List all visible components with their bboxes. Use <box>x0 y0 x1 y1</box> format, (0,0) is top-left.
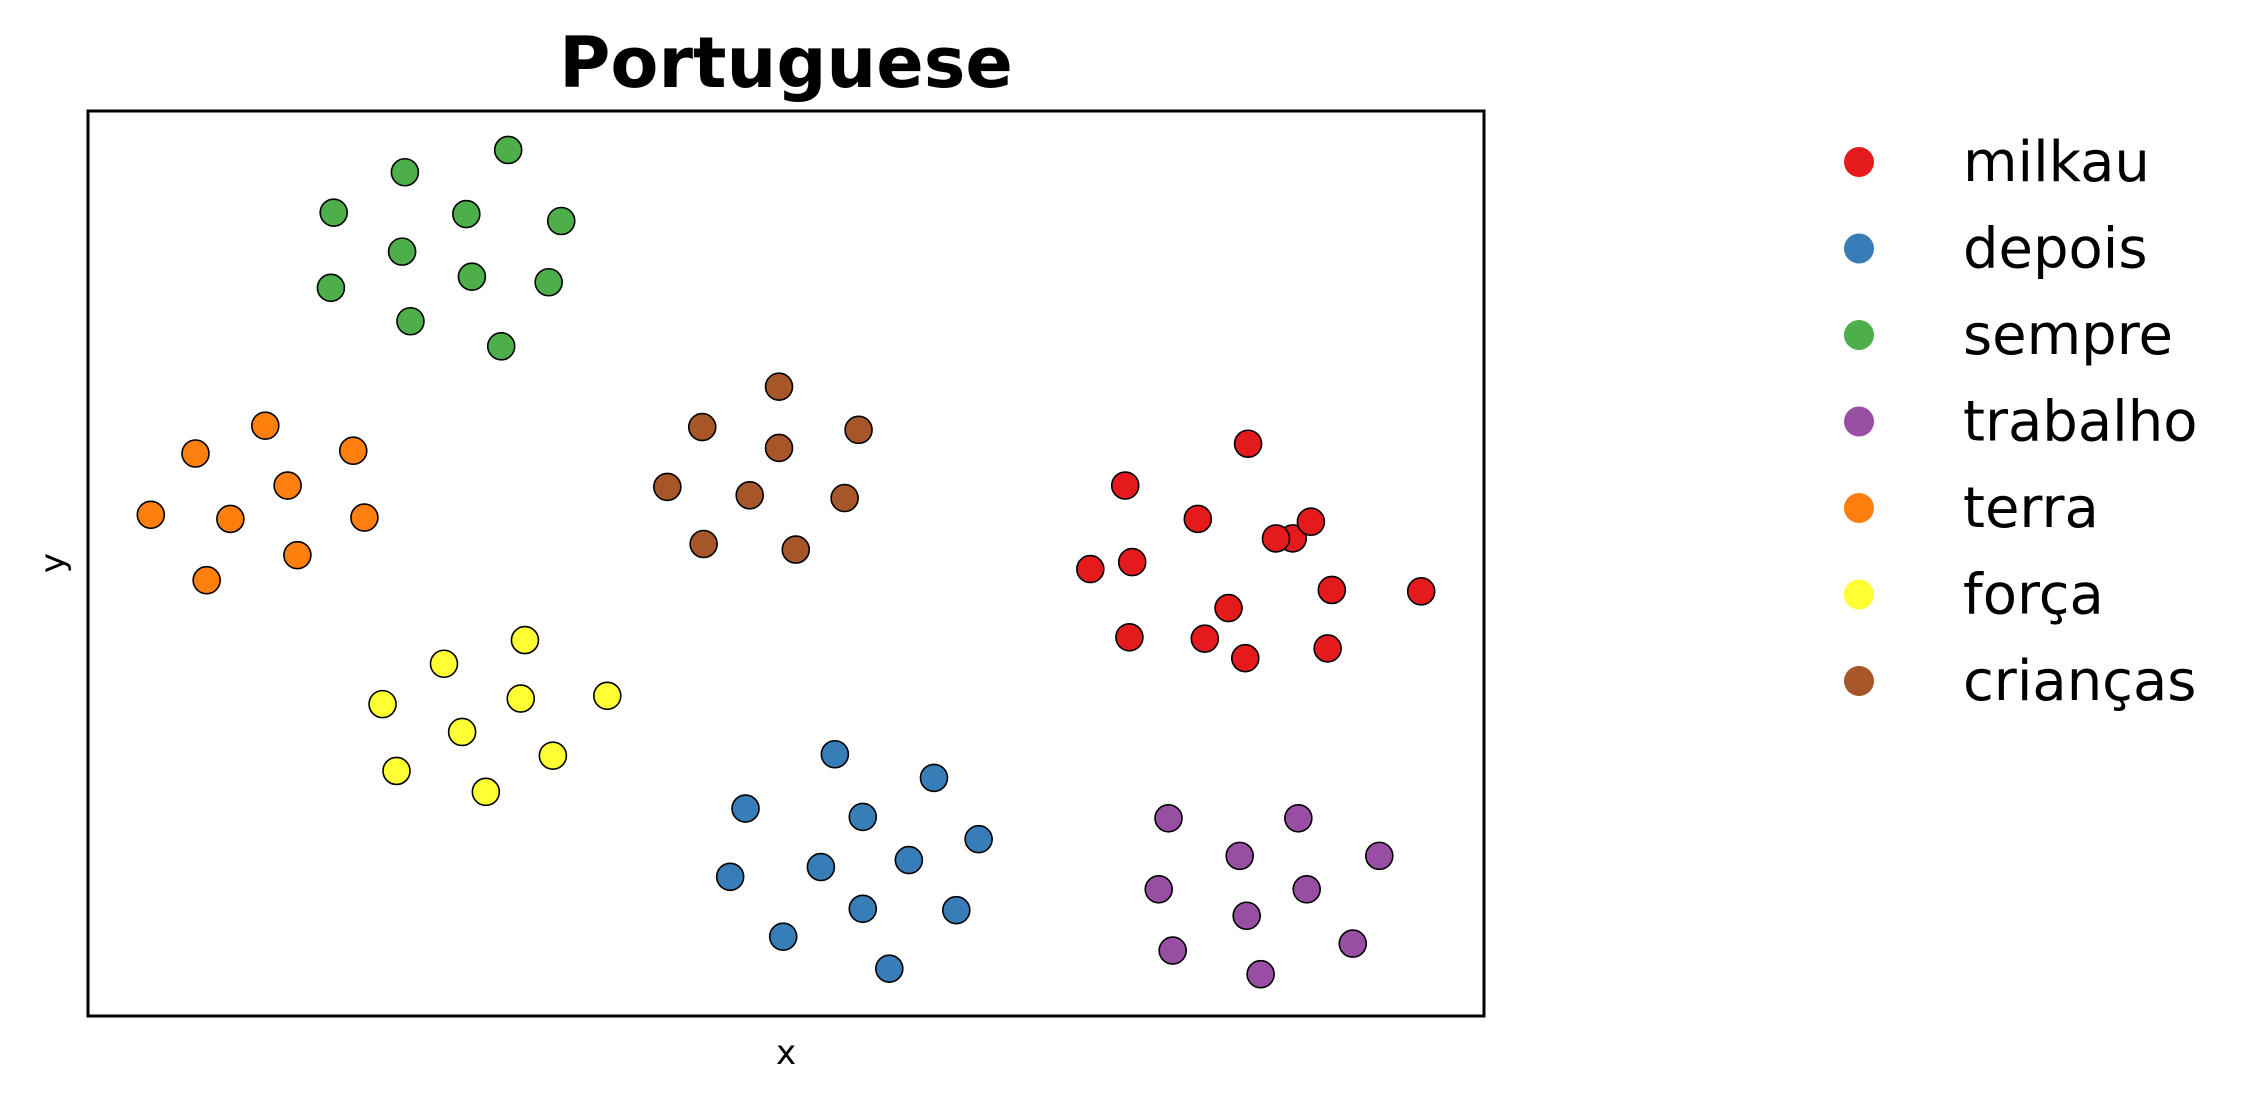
point-milkau-6 <box>1261 524 1291 553</box>
point-sempre-9 <box>316 273 346 303</box>
point-milkau-11 <box>1115 622 1144 652</box>
legend-label-forca: força <box>1963 563 2104 628</box>
point-milkau-12 <box>1076 554 1105 584</box>
legend-marker-trabalho <box>1844 406 1874 437</box>
point-forca-1 <box>510 625 540 655</box>
point-terra-8 <box>283 540 312 570</box>
legend-label-milkau: milkau <box>1963 130 2150 195</box>
point-sempre-2 <box>390 157 420 187</box>
legend-label-criancas: crianças <box>1963 649 2196 714</box>
legend-label-terra: terra <box>1963 476 2099 541</box>
point-sempre-8 <box>534 267 563 297</box>
point-depois-1 <box>820 739 850 769</box>
point-depois-5 <box>964 824 993 854</box>
point-trabalho-5 <box>1144 874 1174 904</box>
point-depois-2 <box>919 763 949 793</box>
point-sempre-6 <box>387 237 417 266</box>
point-milkau-15 <box>1406 577 1436 606</box>
point-sempre-11 <box>486 331 516 361</box>
point-criancas-9 <box>781 535 811 564</box>
point-terra-5 <box>136 500 166 530</box>
point-trabalho-1 <box>1154 803 1183 833</box>
point-trabalho-9 <box>1158 936 1187 965</box>
point-depois-9 <box>848 894 878 924</box>
point-terra-4 <box>273 471 302 500</box>
legend-marker-criancas <box>1844 666 1874 696</box>
point-criancas-4 <box>764 433 794 463</box>
point-depois-4 <box>848 802 878 832</box>
point-trabalho-2 <box>1284 803 1313 833</box>
point-terra-6 <box>216 504 245 534</box>
legend-marker-forca <box>1844 579 1874 610</box>
y-axis-label: y <box>33 553 73 573</box>
point-criancas-3 <box>844 415 873 445</box>
point-milkau-7 <box>1117 547 1147 577</box>
point-criancas-5 <box>653 472 682 502</box>
point-terra-1 <box>250 411 280 440</box>
legend: milkau depois sempre trabalho terra força cria… <box>1844 130 2197 714</box>
legend-label-depois: depois <box>1963 217 2148 282</box>
point-milkau-10 <box>1190 624 1220 653</box>
point-depois-6 <box>806 852 836 882</box>
point-trabalho-7 <box>1232 901 1261 931</box>
point-forca-8 <box>382 756 411 786</box>
point-terra-2 <box>181 439 210 468</box>
point-sempre-5 <box>546 206 576 236</box>
point-milkau-8 <box>1317 575 1347 605</box>
point-criancas-6 <box>735 480 765 510</box>
point-terra-3 <box>338 436 368 466</box>
point-trabalho-8 <box>1338 929 1368 958</box>
point-forca-3 <box>593 681 622 711</box>
legend-marker-terra <box>1844 493 1874 523</box>
legend-marker-depois <box>1844 233 1874 264</box>
point-forca-4 <box>506 684 536 713</box>
point-milkau-5 <box>1296 507 1326 537</box>
point-forca-5 <box>368 689 397 719</box>
plot-area-frame <box>86 109 1486 1018</box>
legend-marker-sempre <box>1844 320 1874 350</box>
legend-label-sempre: sempre <box>1963 303 2173 368</box>
point-forca-7 <box>538 741 568 770</box>
point-depois-10 <box>942 895 971 925</box>
point-sempre-3 <box>319 198 348 227</box>
points-layer <box>136 135 1436 989</box>
point-depois-12 <box>875 954 904 983</box>
point-depois-7 <box>894 845 924 875</box>
point-criancas-2 <box>687 412 717 442</box>
point-criancas-1 <box>764 372 794 401</box>
point-depois-8 <box>715 862 745 892</box>
legend-label-trabalho: trabalho <box>1963 390 2197 455</box>
point-sempre-4 <box>452 199 481 229</box>
point-sempre-10 <box>396 306 425 336</box>
legend-marker-milkau <box>1844 147 1874 177</box>
point-sempre-1 <box>493 135 523 165</box>
point-milkau-1 <box>1233 429 1263 459</box>
point-terra-7 <box>350 503 379 532</box>
point-depois-11 <box>768 922 798 951</box>
point-milkau-14 <box>1313 634 1342 663</box>
x-axis-label: x <box>776 1033 796 1073</box>
point-trabalho-10 <box>1246 959 1275 989</box>
point-milkau-13 <box>1230 643 1260 673</box>
point-milkau-9 <box>1214 593 1243 623</box>
point-milkau-3 <box>1183 504 1213 534</box>
point-trabalho-6 <box>1292 874 1322 904</box>
point-sempre-7 <box>457 262 487 291</box>
point-terra-9 <box>192 565 221 595</box>
point-depois-3 <box>731 794 760 823</box>
point-criancas-7 <box>830 483 859 513</box>
point-trabalho-4 <box>1365 841 1394 871</box>
chart-title: Portuguese <box>559 22 1013 104</box>
point-forca-9 <box>471 777 501 807</box>
point-milkau-2 <box>1110 471 1140 500</box>
point-forca-2 <box>429 649 459 679</box>
point-criancas-8 <box>689 529 718 559</box>
point-forca-6 <box>447 717 477 747</box>
point-trabalho-3 <box>1225 841 1254 871</box>
